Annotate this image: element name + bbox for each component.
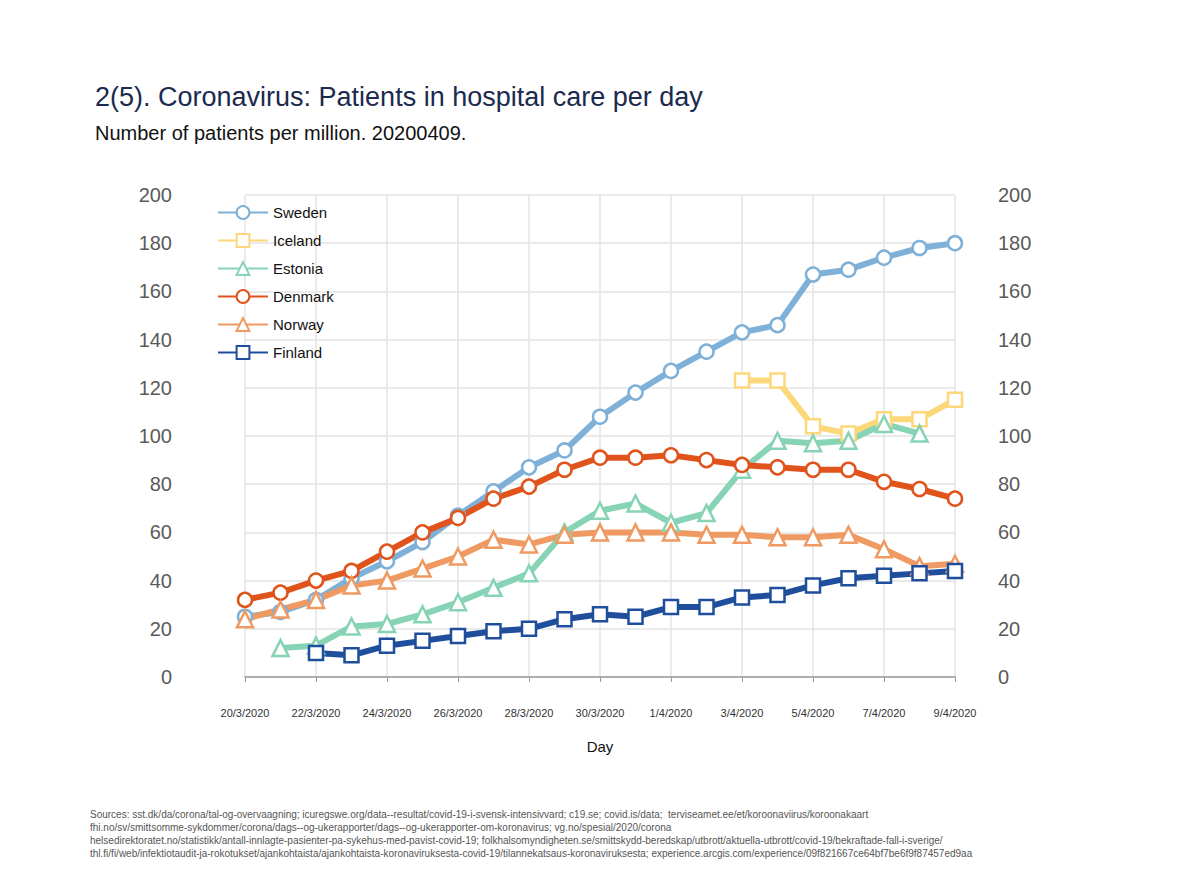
svg-text:0: 0 <box>161 666 172 688</box>
svg-text:Number of patients per million: Number of patients per million. 20200409… <box>95 122 466 144</box>
svg-text:Sources: sst.dk/da/corona/tal-: Sources: sst.dk/da/corona/tal-og-overvaa… <box>90 809 868 820</box>
svg-text:30/3/2020: 30/3/2020 <box>576 707 625 719</box>
svg-text:180: 180 <box>998 232 1031 254</box>
svg-text:80: 80 <box>150 473 172 495</box>
svg-text:200: 200 <box>139 184 172 206</box>
svg-text:Sweden: Sweden <box>273 204 327 221</box>
svg-text:28/3/2020: 28/3/2020 <box>505 707 554 719</box>
svg-text:20/3/2020: 20/3/2020 <box>221 707 270 719</box>
svg-text:180: 180 <box>139 232 172 254</box>
svg-text:helsedirektoratet.no/statistik: helsedirektoratet.no/statistikk/antall-i… <box>90 835 943 846</box>
svg-text:9/4/2020: 9/4/2020 <box>934 707 977 719</box>
svg-text:7/4/2020: 7/4/2020 <box>863 707 906 719</box>
svg-text:0: 0 <box>998 666 1009 688</box>
svg-text:160: 160 <box>139 280 172 302</box>
svg-text:22/3/2020: 22/3/2020 <box>292 707 341 719</box>
svg-text:20: 20 <box>998 618 1020 640</box>
svg-text:100: 100 <box>139 425 172 447</box>
svg-text:120: 120 <box>998 377 1031 399</box>
svg-text:Estonia: Estonia <box>273 260 324 277</box>
svg-text:2(5). Coronavirus: Patients in: 2(5). Coronavirus: Patients in hospital … <box>95 82 703 112</box>
svg-text:Denmark: Denmark <box>273 288 334 305</box>
svg-text:60: 60 <box>998 521 1020 543</box>
svg-text:120: 120 <box>139 377 172 399</box>
svg-text:1/4/2020: 1/4/2020 <box>650 707 693 719</box>
svg-text:fhi.no/sv/smittsomme-sykdommer: fhi.no/sv/smittsomme-sykdommer/corona/da… <box>90 822 672 833</box>
svg-text:3/4/2020: 3/4/2020 <box>721 707 764 719</box>
svg-text:Norway: Norway <box>273 316 324 333</box>
svg-text:160: 160 <box>998 280 1031 302</box>
svg-text:60: 60 <box>150 521 172 543</box>
svg-text:26/3/2020: 26/3/2020 <box>434 707 483 719</box>
svg-text:200: 200 <box>998 184 1031 206</box>
svg-text:Finland: Finland <box>273 344 322 361</box>
svg-text:Day: Day <box>587 738 614 755</box>
svg-text:40: 40 <box>998 570 1020 592</box>
svg-text:20: 20 <box>150 618 172 640</box>
svg-text:Iceland: Iceland <box>273 232 321 249</box>
svg-text:80: 80 <box>998 473 1020 495</box>
svg-text:40: 40 <box>150 570 172 592</box>
svg-text:140: 140 <box>998 329 1031 351</box>
svg-text:thl.fi/fi/web/infektiotaudit-j: thl.fi/fi/web/infektiotaudit-ja-rokotuks… <box>90 848 973 859</box>
svg-text:24/3/2020: 24/3/2020 <box>363 707 412 719</box>
svg-text:5/4/2020: 5/4/2020 <box>792 707 835 719</box>
svg-text:100: 100 <box>998 425 1031 447</box>
svg-text:140: 140 <box>139 329 172 351</box>
